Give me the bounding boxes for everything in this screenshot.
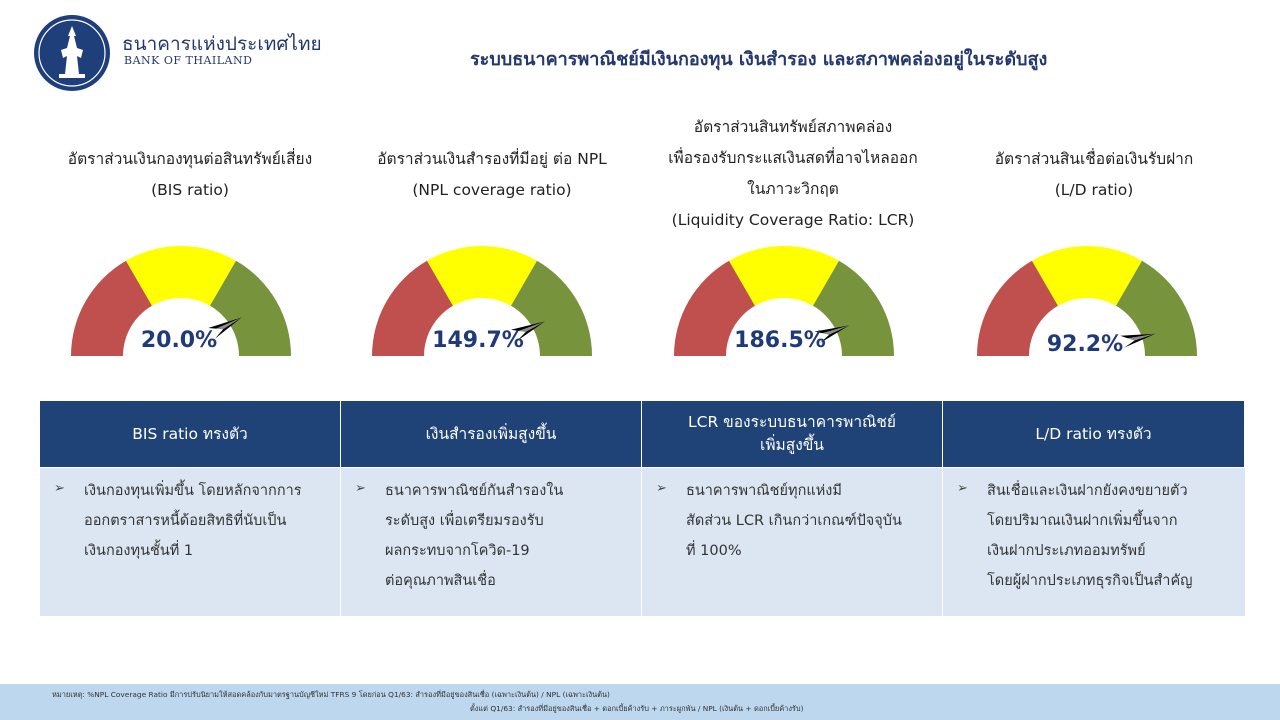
gauge-zone-high	[813, 260, 894, 356]
cell-line: ผลกระทบจากโควิด-19	[385, 543, 530, 559]
table-header-line: LCR ของระบบธนาคารพาณิชย์	[687, 413, 897, 431]
table-header-line: เพิ่มสูงขึ้น	[760, 436, 824, 454]
metric-title-npl-coverage: อัตราส่วนเงินสำรองที่มีอยู่ ต่อ NPL (NPL…	[342, 144, 642, 206]
summary-table: BIS ratio ทรงตัว เงินสำรองเพิ่มสูงขึ้น L…	[40, 401, 1245, 616]
metric-title-line: (BIS ratio)	[151, 181, 229, 199]
cell-line: เงินกองทุนชั้นที่ 1	[84, 543, 194, 559]
arrow-bullet-icon: ➢	[54, 481, 65, 496]
gauge-zone-mid	[126, 246, 236, 306]
gauge-needle-icon	[1120, 333, 1156, 348]
gauge-value-lcr: 186.5%	[734, 328, 826, 353]
metric-title-line: (NPL coverage ratio)	[412, 181, 572, 199]
gauge-npl-coverage	[372, 246, 592, 356]
metric-title-line: เพื่อรองรับกระแสเงินสดที่อาจไหลออก	[668, 149, 918, 167]
org-name-english: BANK OF THAILAND	[124, 54, 253, 67]
gauge-value-npl-coverage: 149.7%	[432, 328, 524, 353]
table-header-lcr: LCR ของระบบธนาคารพาณิชย์ เพิ่มสูงขึ้น	[642, 401, 943, 467]
gauge-zone-low	[71, 260, 152, 356]
gauge-zone-low	[674, 260, 755, 356]
gauge-zone-low	[977, 260, 1058, 356]
cell-line: สัดส่วน LCR เกินกว่าเกณฑ์ปัจจุบัน	[686, 513, 902, 529]
gauge-zone-low	[372, 260, 453, 356]
cell-line: โดยปริมาณเงินฝากเพิ่มขึ้นจาก	[987, 513, 1178, 529]
table-header-ld: L/D ratio ทรงตัว	[943, 401, 1245, 467]
arrow-bullet-icon: ➢	[957, 481, 968, 496]
cell-line: ระดับสูง เพื่อเตรียมรองรับ	[385, 513, 544, 529]
gauge-bis	[71, 246, 291, 356]
metric-title-line: อัตราส่วนเงินสำรองที่มีอยู่ ต่อ NPL	[377, 150, 607, 168]
footer-line-2: ตั้งแต่ Q1/63: สำรองที่มีอยู่ของสินเชื่อ…	[470, 704, 804, 713]
gauge-value-ld: 92.2%	[1046, 332, 1124, 357]
gauge-zone-mid	[729, 246, 839, 306]
cell-line: ต่อคุณภาพสินเชื่อ	[385, 573, 496, 589]
metric-title-line: อัตราส่วนเงินกองทุนต่อสินทรัพย์เสี่ยง	[67, 150, 313, 168]
gauge-needle-highlight	[816, 325, 850, 335]
gauge-value-bis: 20.0%	[140, 328, 218, 353]
org-name-thai: ธนาคารแห่งประเทศไทย	[122, 33, 322, 55]
bank-of-thailand-logo-icon	[34, 15, 110, 91]
table-header-line: เงินสำรองเพิ่มสูงขึ้น	[425, 424, 557, 443]
cell-line: ออกตราสารหนี้ด้อยสิทธิที่นับเป็น	[84, 513, 287, 529]
metric-title-line: ในภาวะวิกฤต	[747, 180, 839, 198]
metric-title-line: (Liquidity Coverage Ratio: LCR)	[671, 211, 915, 229]
arrow-bullet-icon: ➢	[656, 481, 667, 496]
gauge-zone-mid	[1032, 246, 1142, 306]
cell-line: โดยผู้ฝากประเภทธุรกิจเป็นสำคัญ	[987, 573, 1193, 589]
cell-line: ธนาคารพาณิชย์ทุกแห่งมี	[686, 483, 842, 499]
table-cell-lcr: ➢ ธนาคารพาณิชย์ทุกแห่งมี สัดส่วน LCR เกิ…	[642, 467, 943, 616]
page-title: ระบบธนาคารพาณิชย์มีเงินกองทุน เงินสำรอง …	[470, 49, 1048, 70]
table-cell-reserves: ➢ ธนาคารพาณิชย์กันสำรองใน ระดับสูง เพื่อ…	[341, 467, 642, 616]
gauge-zone-high	[210, 260, 291, 356]
cell-line: สินเชื่อและเงินฝากยังคงขยายตัว	[987, 483, 1188, 499]
cell-line: เงินฝากประเภทออมทรัพย์	[987, 543, 1146, 559]
footer-note: หมายเหตุ: %NPL Coverage Ratio มีการปรับน…	[0, 684, 1280, 720]
table-header-reserves: เงินสำรองเพิ่มสูงขึ้น	[341, 401, 642, 467]
metric-title-ld: อัตราส่วนสินเชื่อต่อเงินรับฝาก (L/D rati…	[944, 144, 1244, 206]
footer-line-1: หมายเหตุ: %NPL Coverage Ratio มีการปรับน…	[52, 690, 610, 699]
table-header-line: L/D ratio ทรงตัว	[1035, 424, 1152, 443]
gauge-needle-highlight	[1121, 333, 1156, 341]
table-cell-bis: ➢ เงินกองทุนเพิ่มขึ้น โดยหลักจากการ ออกต…	[40, 467, 341, 616]
table-header-bis: BIS ratio ทรงตัว	[40, 401, 341, 467]
metric-title-line: (L/D ratio)	[1054, 181, 1134, 199]
metric-title-bis: อัตราส่วนเงินกองทุนต่อสินทรัพย์เสี่ยง (B…	[40, 144, 340, 206]
metric-title-lcr: อัตราส่วนสินทรัพย์สภาพคล่อง เพื่อรองรับก…	[643, 112, 943, 236]
metric-title-line: อัตราส่วนสินเชื่อต่อเงินรับฝาก	[994, 150, 1194, 168]
gauge-ld	[977, 246, 1197, 356]
cell-line: เงินกองทุนเพิ่มขึ้น โดยหลักจากการ	[84, 483, 302, 499]
gauge-lcr	[674, 246, 894, 356]
cell-line: ธนาคารพาณิชย์กันสำรองใน	[385, 483, 564, 499]
arrow-bullet-icon: ➢	[355, 481, 366, 496]
table-cell-ld: ➢ สินเชื่อและเงินฝากยังคงขยายตัว โดยปริม…	[943, 467, 1245, 616]
gauge-needle-icon	[814, 325, 850, 344]
gauge-zone-high	[1116, 260, 1197, 356]
gauge-zone-mid	[427, 246, 537, 306]
metric-title-line: อัตราส่วนสินทรัพย์สภาพคล่อง	[693, 118, 893, 136]
gauge-needle-icon	[510, 321, 546, 341]
table-header-line: BIS ratio ทรงตัว	[132, 424, 248, 443]
gauge-zone-high	[511, 260, 592, 356]
cell-line: ที่ 100%	[686, 543, 742, 559]
